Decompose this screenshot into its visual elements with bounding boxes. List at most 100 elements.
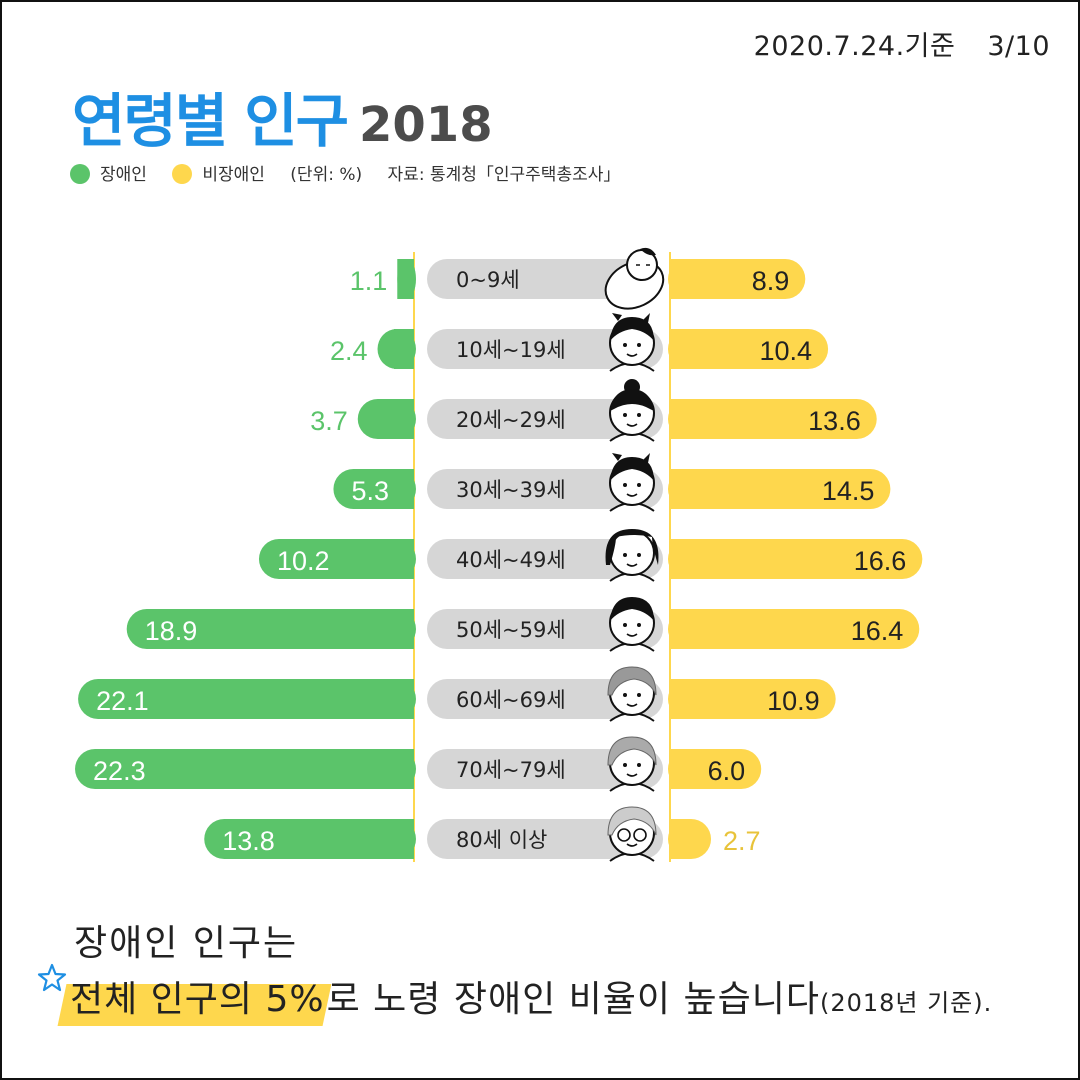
bar-disabled-edge (394, 469, 414, 509)
footer-highlight: 전체 인구의 5% (68, 970, 327, 1022)
bar-nondisabled (668, 469, 891, 509)
bar-nondisabled (668, 329, 829, 369)
mouth (626, 703, 638, 707)
bar-nondisabled-edge (670, 329, 690, 369)
bar-nondisabled-edge (670, 259, 690, 299)
data-label-disabled: 5.3 (351, 476, 389, 506)
bar-disabled-edge (394, 329, 414, 369)
chart-row: 18.9 16.4 50세~59세 (126, 609, 920, 649)
mouth (626, 423, 638, 427)
footer-highlight-text: 전체 인구의 5% (70, 979, 325, 1020)
category-pill (427, 259, 663, 299)
hair (605, 529, 659, 565)
eye-left (623, 623, 627, 627)
category-pill (427, 609, 663, 649)
star-icon (37, 963, 67, 992)
bar-disabled (75, 749, 416, 789)
bar-nondisabled (668, 399, 877, 439)
footer-rest: 로 노령 장애인 비율이 높습니다 (326, 979, 820, 1020)
bar-nondisabled-edge (670, 469, 690, 509)
data-label-disabled: 3.7 (310, 406, 348, 436)
category-label: 80세 이상 (456, 828, 547, 852)
category-pill (427, 399, 663, 439)
data-label-disabled: 2.4 (330, 336, 368, 366)
hair-spikes (612, 453, 650, 463)
date-page-header: 2020.7.24.기준 3/10 (754, 24, 1050, 63)
fifties-icon (609, 597, 655, 652)
data-label-disabled: 22.1 (96, 686, 149, 716)
title-main: 연령별 인구 (72, 87, 349, 155)
bar-disabled-edge (394, 539, 414, 579)
legend-nondisabled-dot (172, 164, 193, 184)
bar-disabled-edge (394, 819, 414, 859)
chart-row: 13.8 2.7 80세 이상 (204, 819, 761, 859)
thirties-icon (609, 453, 655, 512)
footer-line-2: 전체 인구의 5%로 노령 장애인 비율이 높습니다(2018년 기준). (68, 970, 992, 1022)
chart-row: 1.1 8.9 0~9세 (350, 259, 806, 299)
legend-disabled-dot (70, 164, 90, 184)
bar-disabled (258, 539, 416, 579)
bar-nondisabled-edge (670, 749, 690, 789)
bar-disabled-edge (397, 259, 414, 299)
eye-left (623, 553, 627, 557)
bar-nondisabled (668, 609, 920, 649)
legend-source: 자료: 통계청「인구주택총조사」 (387, 165, 621, 185)
eye-right (637, 693, 641, 697)
mouth (626, 353, 638, 357)
chart-row: 2.4 10.4 10세~19세 (330, 329, 829, 369)
eye-left (623, 763, 627, 767)
forties-icon (605, 529, 659, 582)
chart-row: 3.7 13.6 20세~29세 (310, 399, 877, 439)
data-label-nondisabled: 16.6 (854, 546, 907, 576)
hair (607, 736, 657, 766)
glasses-right (633, 828, 647, 842)
face (609, 530, 655, 576)
bar-disabled-edge (394, 679, 414, 719)
hair (607, 666, 657, 696)
data-label-nondisabled: 16.4 (851, 616, 904, 646)
title-year: 2018 (359, 97, 493, 153)
eye-right (637, 483, 641, 487)
mouth (626, 633, 638, 637)
eye-left (623, 343, 627, 347)
data-label-nondisabled: 6.0 (708, 756, 746, 786)
chart-row: 22.1 10.9 60세~69세 (78, 679, 836, 719)
category-label: 20세~29세 (456, 408, 566, 432)
category-label: 30세~39세 (456, 478, 566, 502)
bar-nondisabled (668, 539, 923, 579)
bar-nondisabled (668, 749, 762, 789)
reference-date: 2020.7.24.기준 (753, 31, 956, 62)
data-label-disabled: 13.8 (222, 826, 275, 856)
bar-disabled (204, 819, 416, 859)
category-pill (427, 469, 663, 509)
bar-nondisabled (668, 679, 836, 719)
data-label-nondisabled: 10.4 (760, 336, 813, 366)
mouth (626, 493, 638, 497)
hair (610, 597, 654, 621)
footer-line-1: 장애인 인구는 (74, 923, 299, 964)
data-label-disabled: 10.2 (277, 546, 330, 576)
twenties-icon (609, 379, 655, 442)
chart-row: 22.3 6.0 70세~79세 (75, 749, 762, 789)
eye-right (637, 763, 641, 767)
bar-disabled-edge (394, 609, 414, 649)
hair (607, 806, 657, 836)
baby-icon (604, 247, 665, 310)
category-label: 70세~79세 (456, 758, 566, 782)
data-label-disabled: 22.3 (93, 756, 146, 786)
eye-left (623, 693, 627, 697)
legend-nondisabled-label: 비장애인 (202, 165, 265, 185)
category-label: 10세~19세 (456, 338, 566, 362)
category-pill (427, 329, 663, 369)
bar-nondisabled (668, 259, 806, 299)
eye-right (637, 343, 641, 347)
category-label: 50세~59세 (456, 618, 566, 642)
data-label-disabled: 18.9 (145, 616, 198, 646)
eye-left (623, 483, 627, 487)
chart-row: 5.3 14.5 30세~39세 (333, 469, 891, 509)
category-pill (427, 749, 663, 789)
glasses-left (617, 828, 631, 842)
category-label: 0~9세 (456, 268, 520, 292)
legend-unit: (단위: %) (290, 165, 363, 185)
